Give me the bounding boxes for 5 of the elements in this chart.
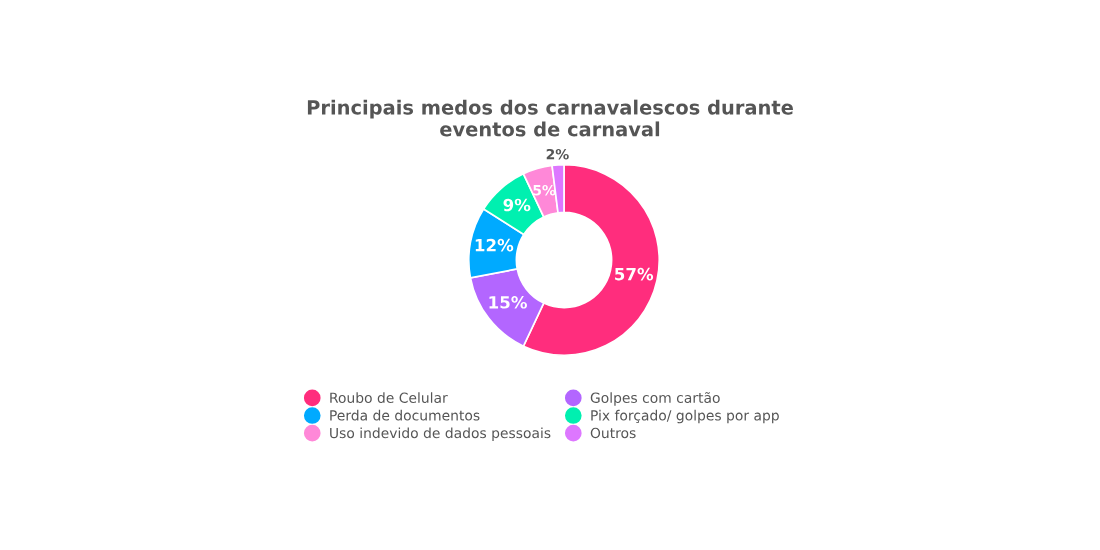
data-label: 15% <box>489 296 527 309</box>
data-label: 57% <box>615 267 654 281</box>
data-label: 12% <box>475 238 514 252</box>
data-label: 9% <box>503 198 531 212</box>
chart-title: Principais medos dos carnavalescos durante eventos de carnaval <box>307 99 793 137</box>
